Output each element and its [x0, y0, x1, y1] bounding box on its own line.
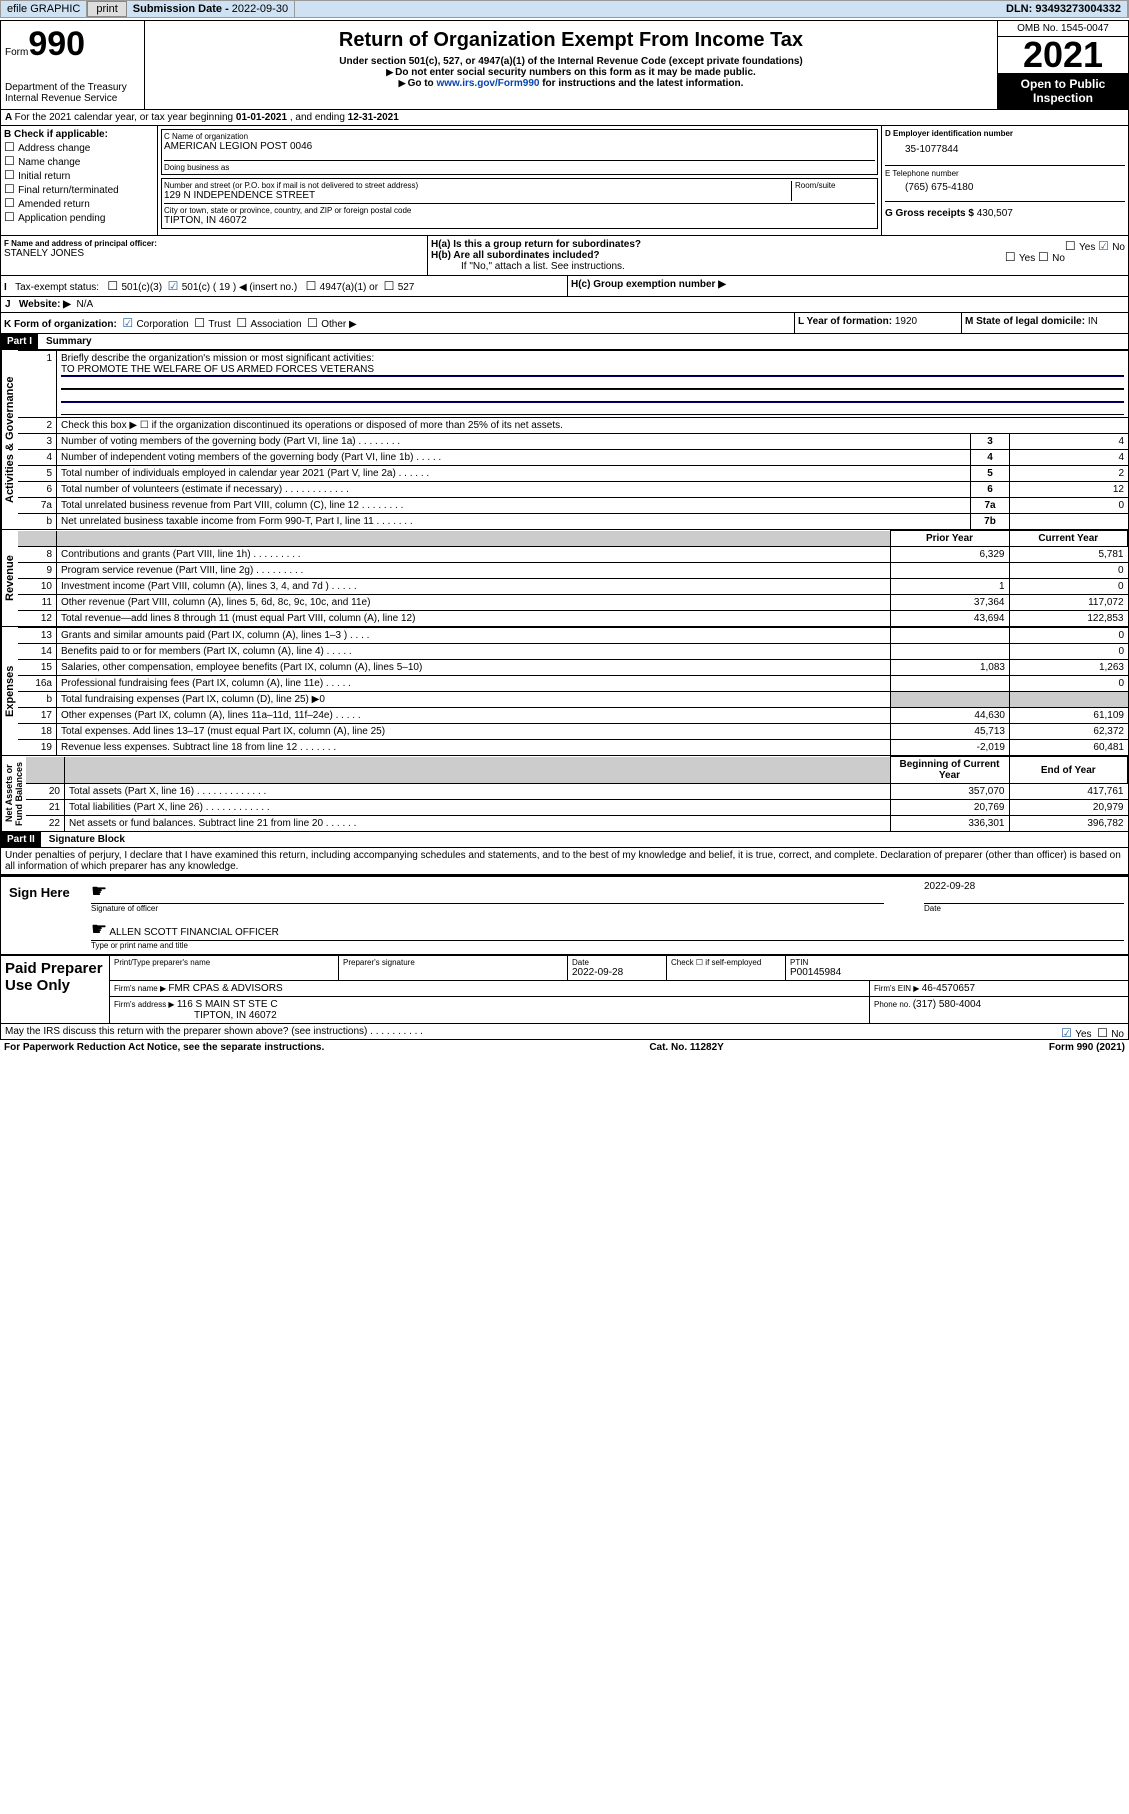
col-d: D Employer identification number 35-1077…	[881, 126, 1128, 235]
h-a: H(a) Is this a group return for subordin…	[431, 239, 1125, 250]
chk-final[interactable]: Final return/terminated	[4, 182, 154, 196]
mission: TO PROMOTE THE WELFARE OF US ARMED FORCE…	[61, 364, 1124, 376]
sign-here: Sign Here ☛2022-09-28 Signature of offic…	[0, 875, 1129, 955]
h-b: H(b) Are all subordinates included? Yes …	[431, 250, 1125, 261]
form-number: Form990	[5, 25, 140, 64]
firm-addr: 116 S MAIN ST STE C	[177, 999, 278, 1010]
firm-name: FMR CPAS & ADVISORS	[168, 983, 282, 994]
officer-name: STANELY JONES	[4, 248, 424, 259]
ein: 35-1077844	[885, 138, 1125, 165]
revenue-section: Revenue Prior YearCurrent Year8Contribut…	[0, 530, 1129, 627]
may-discuss: May the IRS discuss this return with the…	[0, 1024, 1129, 1040]
footer: For Paperwork Reduction Act Notice, see …	[0, 1040, 1129, 1055]
part1-header: Part ISummary	[0, 334, 1129, 350]
subtitle-3: Go to www.irs.gov/Form990 for instructio…	[149, 78, 993, 89]
subtitle-2: Do not enter social security numbers on …	[149, 67, 993, 78]
form-title: Return of Organization Exempt From Incom…	[149, 29, 993, 52]
chk-initial[interactable]: Initial return	[4, 168, 154, 182]
officer-sig-name: ALLEN SCOTT FINANCIAL OFFICER	[109, 927, 278, 938]
chk-corp[interactable]: Corporation	[122, 319, 188, 330]
section-bcd: B Check if applicable: Address change Na…	[0, 126, 1129, 236]
org-name: AMERICAN LEGION POST 0046	[164, 141, 875, 152]
street: 129 N INDEPENDENCE STREET	[164, 190, 791, 201]
state-domicile: M State of legal domicile: IN	[962, 313, 1128, 333]
chk-address[interactable]: Address change	[4, 140, 154, 154]
year-formation: L Year of formation: 1920	[795, 313, 962, 333]
dln: DLN: 93493273004332	[1000, 1, 1128, 17]
section-klm: K Form of organization: Corporation Trus…	[0, 313, 1129, 334]
chk-amended[interactable]: Amended return	[4, 196, 154, 210]
chk-501c3[interactable]: 501(c)(3)	[107, 282, 162, 293]
activities-governance: Activities & Governance 1Briefly describ…	[0, 350, 1129, 530]
city: TIPTON, IN 46072	[164, 215, 875, 226]
dept-treasury: Department of the Treasury	[5, 82, 140, 93]
open-public: Open to Public Inspection	[998, 73, 1128, 109]
vlabel-net: Net Assets orFund Balances	[1, 756, 26, 831]
chk-assoc[interactable]: Association	[236, 319, 301, 330]
telephone: (765) 675-4180	[885, 178, 1125, 201]
net-assets-section: Net Assets orFund Balances Beginning of …	[0, 756, 1129, 832]
part2-header: Part IISignature Block	[0, 832, 1129, 848]
print-button[interactable]: print	[87, 1, 126, 17]
tax-year: 2021	[998, 37, 1128, 73]
h-c: H(c) Group exemption number ▶	[568, 276, 1128, 296]
vlabel-activities: Activities & Governance	[1, 350, 18, 529]
gross-receipts: G Gross receipts $ 430,507	[885, 201, 1125, 219]
line-a: A For the 2021 calendar year, or tax yea…	[0, 110, 1129, 126]
chk-name[interactable]: Name change	[4, 154, 154, 168]
firm-ein: 46-4570657	[922, 983, 975, 994]
chk-4947[interactable]: 4947(a)(1) or	[306, 282, 378, 293]
top-bar: efile GRAPHIC print Submission Date - 20…	[0, 0, 1129, 18]
paid-preparer: Paid Preparer Use Only Print/Type prepar…	[0, 955, 1129, 1024]
form-header: Form990 Department of the Treasury Inter…	[0, 20, 1129, 110]
col-b: B Check if applicable: Address change Na…	[1, 126, 158, 235]
form990-link[interactable]: www.irs.gov/Form990	[436, 78, 539, 89]
chk-527[interactable]: 527	[384, 282, 415, 293]
firm-phone: (317) 580-4004	[913, 999, 981, 1010]
declaration: Under penalties of perjury, I declare th…	[0, 848, 1129, 875]
chk-501c[interactable]	[168, 282, 182, 293]
irs-label: Internal Revenue Service	[5, 93, 140, 104]
col-c: C Name of organizationAMERICAN LEGION PO…	[158, 126, 881, 235]
chk-trust[interactable]: Trust	[194, 319, 231, 330]
chk-other[interactable]: Other ▶	[307, 319, 357, 330]
ptin: P00145984	[790, 967, 1124, 978]
chk-pending[interactable]: Application pending	[4, 210, 154, 224]
section-fh: F Name and address of principal officer:…	[0, 236, 1129, 276]
vlabel-revenue: Revenue	[1, 530, 18, 626]
section-i: I Tax-exempt status: 501(c)(3) 501(c) ( …	[0, 276, 1129, 297]
submission-date: Submission Date - 2022-09-30	[127, 1, 295, 17]
sign-date: 2022-09-28	[924, 881, 1124, 904]
vlabel-expenses: Expenses	[1, 627, 18, 755]
subtitle-1: Under section 501(c), 527, or 4947(a)(1)…	[149, 56, 993, 67]
expenses-section: Expenses 13Grants and similar amounts pa…	[0, 627, 1129, 756]
efile-label: efile GRAPHIC	[1, 1, 87, 17]
section-j: J Website: ▶ N/A	[0, 297, 1129, 313]
